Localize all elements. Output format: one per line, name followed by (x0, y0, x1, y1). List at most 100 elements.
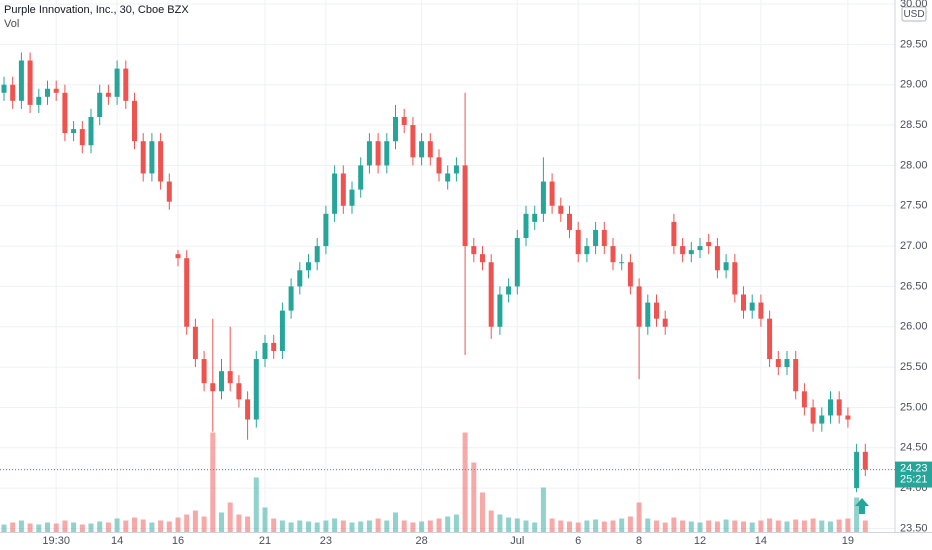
volume-bar (88, 523, 94, 533)
y-tick-label: 24.50 (900, 442, 928, 454)
candle-body (236, 383, 242, 400)
x-tick-label: 21 (259, 535, 271, 547)
volume-bar (79, 524, 85, 533)
volume-bar (862, 520, 868, 533)
candle-body (393, 116, 398, 142)
volume-bar (227, 502, 233, 533)
volume-bar (340, 520, 346, 533)
volume-bar (375, 518, 381, 533)
x-tick-label: 19 (842, 535, 854, 547)
candle-body (732, 262, 738, 295)
candle-body (349, 189, 355, 206)
volume-bar (114, 518, 120, 533)
candle-body (114, 68, 120, 97)
candle-body (314, 246, 320, 263)
candle-body (1, 84, 7, 93)
candle-body (306, 262, 311, 271)
volume-bar (306, 521, 311, 533)
volume-bar (645, 518, 651, 533)
candle-body (845, 415, 851, 420)
candle-body (654, 302, 659, 319)
candle-body (358, 165, 364, 190)
volume-bar (680, 520, 686, 533)
candle-body (297, 270, 303, 287)
volume-bar (497, 514, 503, 533)
candle-body (279, 310, 285, 351)
volume-bar (201, 516, 207, 533)
alert-arrow-icon[interactable] (855, 498, 869, 514)
candle-body (410, 125, 416, 158)
volume-bar (427, 520, 433, 533)
candle-body (488, 262, 494, 327)
volume-bar (758, 520, 764, 533)
candle-body (166, 181, 172, 202)
y-tick-label: 25.50 (900, 361, 928, 373)
candle-body (741, 294, 746, 311)
candle-body (645, 302, 651, 327)
volume-bar (593, 519, 599, 533)
x-tick-label: 19:30 (42, 535, 70, 547)
candle-body (758, 302, 764, 319)
volume-bar (506, 517, 512, 533)
volume-bar (662, 522, 668, 533)
y-tick-label: 26.50 (900, 280, 928, 292)
volume-bar (601, 521, 607, 533)
volume-bar (140, 519, 146, 533)
currency-box[interactable] (901, 6, 927, 22)
candle-body (801, 391, 807, 408)
candle-body (253, 359, 259, 420)
candle-body (471, 246, 477, 255)
candle-body (610, 246, 616, 263)
volume-bar (514, 518, 520, 533)
candle-body (836, 399, 842, 416)
candle-body (462, 165, 468, 247)
candle-body (245, 399, 251, 420)
candle-body (828, 399, 833, 416)
candle-body (749, 302, 755, 311)
x-tick-label: 6 (575, 535, 581, 547)
candle-body (497, 294, 503, 327)
volume-bar (636, 502, 642, 533)
volume-bar (488, 510, 494, 533)
x-tick-label: 16 (172, 535, 184, 547)
volume-bar (810, 518, 816, 533)
volume-bar (793, 519, 799, 533)
volume-label: Vol (4, 18, 19, 30)
volume-bar (62, 520, 68, 533)
candle-body (453, 165, 459, 174)
y-tick-label: 28.00 (900, 159, 928, 171)
x-tick-label: 14 (111, 535, 123, 547)
volume-bar (714, 521, 720, 533)
y-tick-label: 26.00 (900, 321, 928, 333)
volume-bar (10, 522, 16, 533)
countdown-label: 25:21 (900, 473, 928, 485)
volume-bar (18, 520, 24, 533)
candle-body (575, 229, 581, 255)
candle-body (862, 451, 868, 470)
y-tick-label: 29.00 (900, 79, 928, 91)
candle-body (375, 141, 381, 166)
volume-bar (828, 521, 833, 533)
volume-bar (288, 522, 294, 533)
volume-bar (384, 520, 390, 533)
volume-bar (462, 432, 468, 533)
volume-bar (471, 462, 477, 533)
volume-bar (480, 492, 485, 533)
volume-bar (775, 520, 781, 533)
volume-bar (393, 512, 398, 533)
volume-bar (245, 516, 251, 533)
volume-bar (253, 477, 259, 533)
volume-bar (236, 514, 242, 533)
y-tick-label: 30.00 (900, 0, 928, 10)
volume-bar (671, 517, 677, 533)
candle-body (532, 213, 538, 222)
candle-body (340, 173, 346, 206)
candle-body (88, 116, 94, 146)
last-price-label: 24.23 (900, 462, 928, 474)
candle-body (219, 371, 224, 392)
currency[interactable]: USD (903, 9, 924, 20)
candle-body (79, 129, 85, 146)
volume-bar (1, 524, 7, 533)
x-tick-label: Jul (510, 535, 524, 547)
